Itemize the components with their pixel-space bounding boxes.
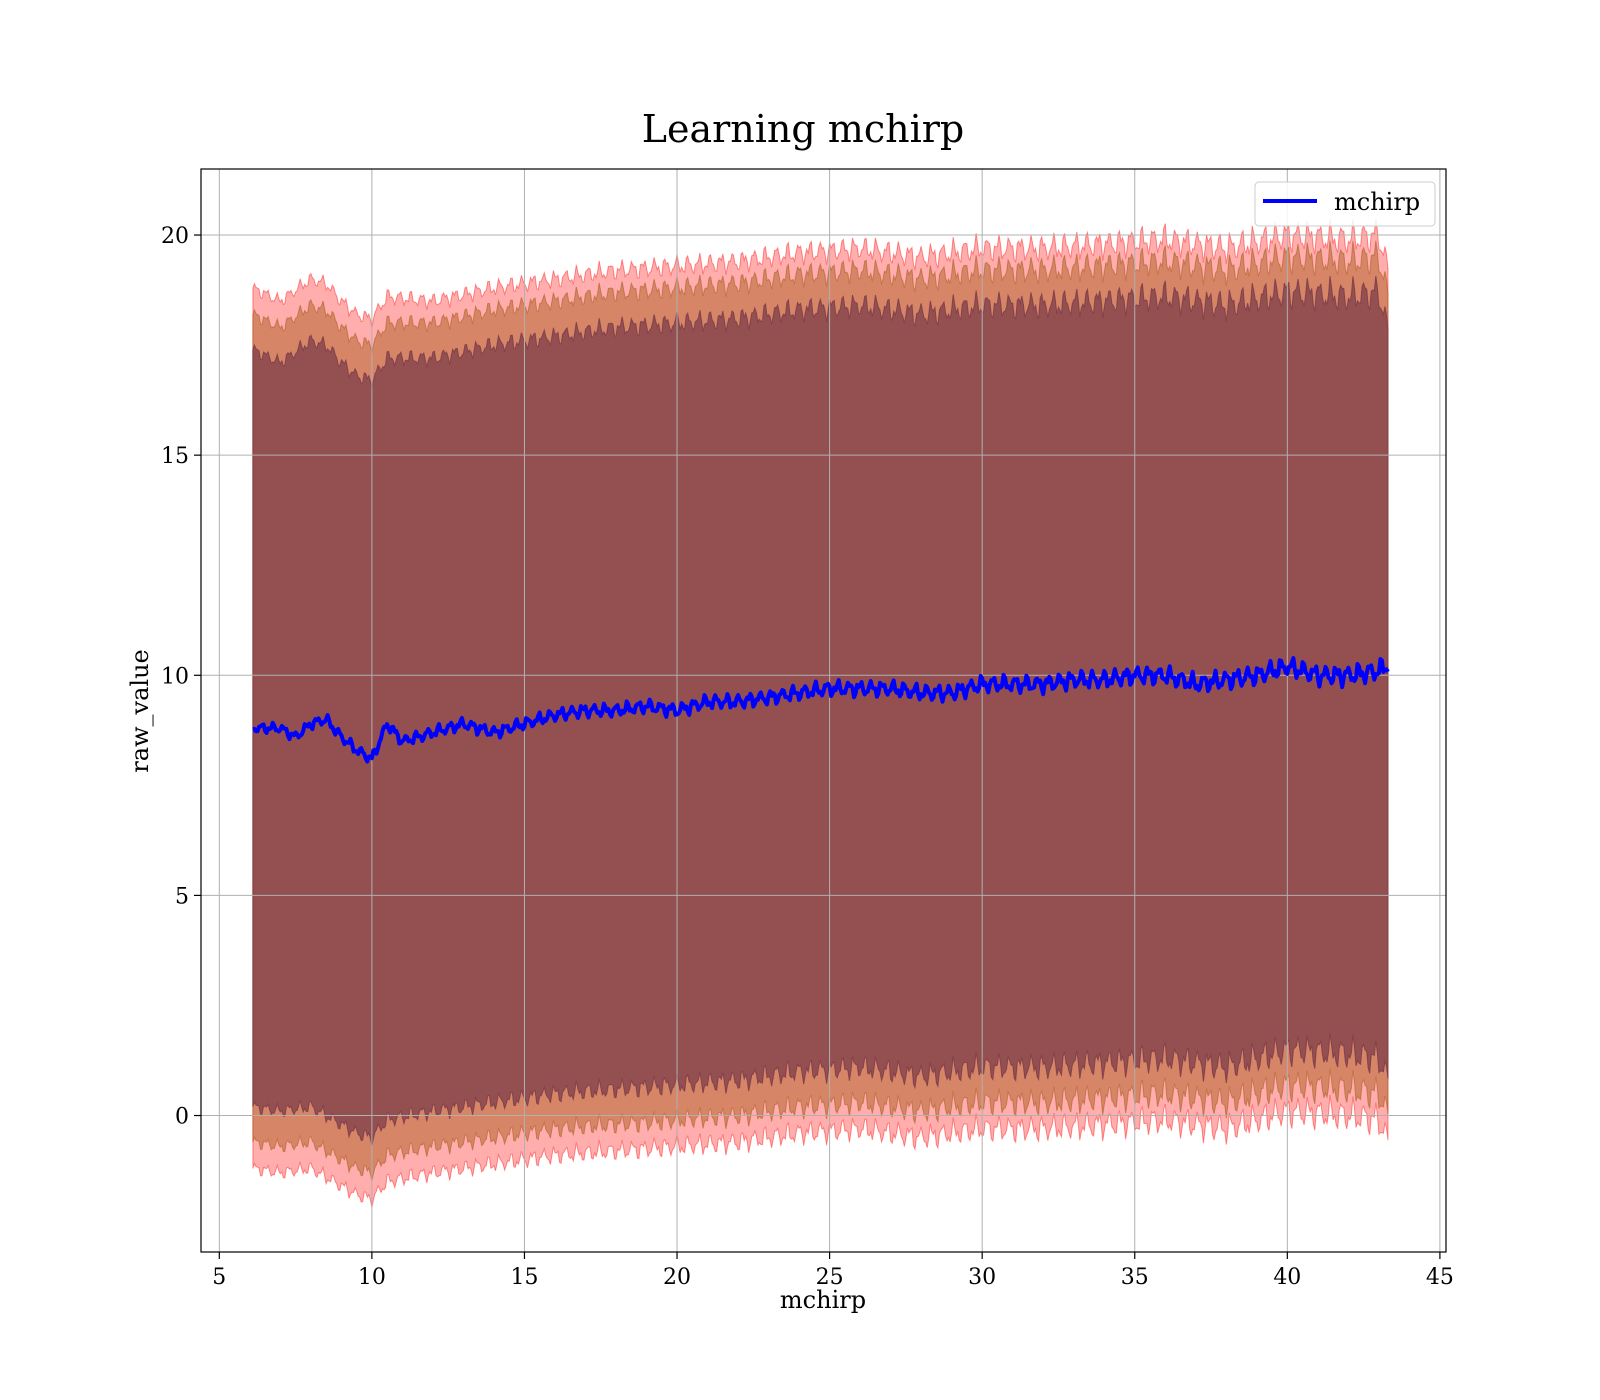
y-tick-label: 15: [161, 444, 189, 469]
series-lines: [252, 656, 1390, 764]
x-tick-label: 35: [1121, 1265, 1149, 1290]
band-inner: [252, 275, 1389, 1146]
axis-ticks: 5 10 15 20 25 30 35 40 45 0 5 10 15 20: [161, 224, 1454, 1290]
chart-title: Learning mchirp: [642, 107, 964, 151]
x-tick-label: 25: [816, 1265, 844, 1290]
y-tick-label: 5: [175, 884, 189, 909]
y-tick-label: 20: [161, 224, 189, 249]
x-tick-label: 15: [510, 1265, 538, 1290]
x-axis-label: mchirp: [780, 1286, 866, 1314]
y-axis-label: raw_value: [126, 649, 154, 773]
x-tick-label: 30: [968, 1265, 996, 1290]
plot-frame: [200, 168, 1447, 1253]
confidence-bands: [252, 218, 1389, 1208]
x-tick-label: 40: [1273, 1265, 1301, 1290]
series-line-mchirp: [252, 656, 1390, 764]
x-tick-label: 20: [663, 1265, 691, 1290]
legend: mchirp: [1254, 181, 1436, 227]
legend-box: [1254, 181, 1436, 227]
x-tick-label: 45: [1426, 1265, 1454, 1290]
legend-label: mchirp: [1334, 188, 1420, 216]
grid-lines: [201, 169, 1446, 1252]
y-tick-label: 10: [161, 664, 189, 689]
y-tick-label: 0: [175, 1105, 189, 1130]
x-tick-label: 10: [358, 1265, 386, 1290]
x-tick-label: 5: [212, 1265, 226, 1290]
